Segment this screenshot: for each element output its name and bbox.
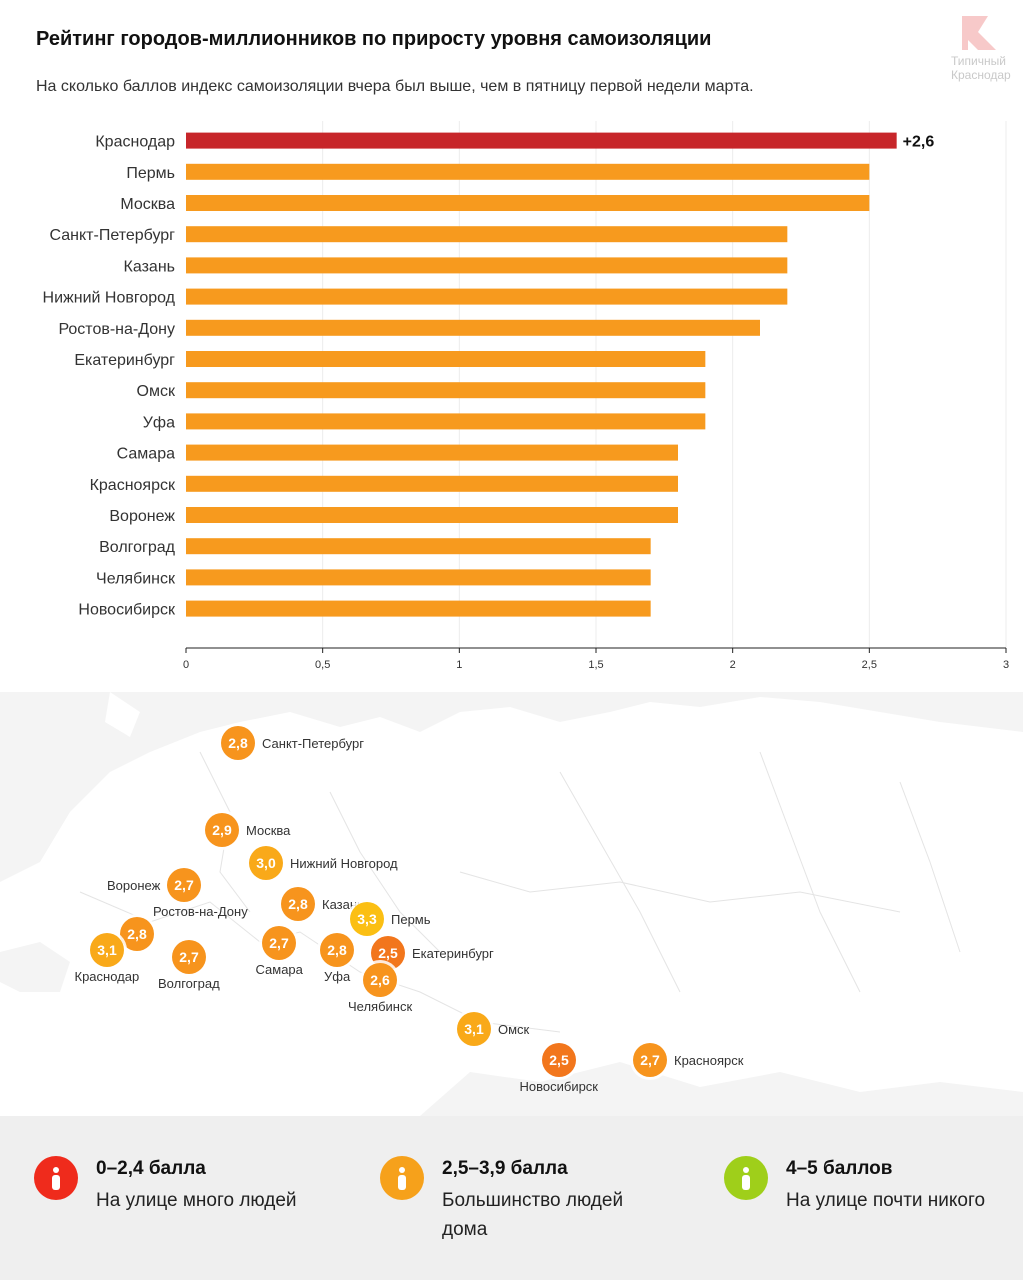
x-tick-label: 0 <box>183 659 189 671</box>
category-label: Казань <box>124 258 175 275</box>
page-subtitle: На сколько баллов индекс самоизоляции вч… <box>36 78 754 95</box>
category-label: Волгоград <box>99 539 176 556</box>
category-label: Ростов-на-Дону <box>58 321 175 338</box>
city-marker: 2,8 <box>120 917 154 951</box>
x-tick-label: 0,5 <box>315 659 330 671</box>
category-label: Самара <box>117 446 175 463</box>
city-marker: 2,8 <box>221 726 255 760</box>
city-label: Пермь <box>391 911 431 927</box>
logo-text-line1: Типичный <box>951 54 1006 68</box>
x-tick-label: 1,5 <box>588 659 603 671</box>
legend-range: 2,5–3,9 балла <box>442 1158 568 1179</box>
city-marker: 3,1 <box>457 1012 491 1046</box>
legend-range: 4–5 баллов <box>786 1158 893 1179</box>
city-label: Красноярск <box>674 1052 744 1068</box>
city-label: Екатеринбург <box>412 945 494 961</box>
category-label: Уфа <box>143 414 175 431</box>
bar <box>186 226 788 243</box>
legend-desc: На улице много людей <box>96 1190 297 1211</box>
legend-range: 0–2,4 балла <box>96 1158 206 1179</box>
city-label: Санкт-Петербург <box>262 735 364 751</box>
bar <box>186 413 706 430</box>
bar <box>186 382 706 399</box>
category-label: Москва <box>120 196 175 213</box>
category-label: Санкт-Петербург <box>50 227 176 244</box>
bar <box>186 319 760 336</box>
category-label: Омск <box>137 383 176 400</box>
category-label: Краснодар <box>95 134 175 151</box>
city-label: Челябинск <box>348 999 413 1014</box>
category-label: Челябинск <box>96 570 176 587</box>
x-tick-label: 2,5 <box>862 659 877 671</box>
city-marker: 2,6 <box>363 963 397 997</box>
bar <box>186 132 897 149</box>
category-label: Пермь <box>126 165 175 182</box>
bar <box>186 351 706 367</box>
city-marker: 2,7 <box>633 1043 667 1077</box>
city-label: Нижний Новгород <box>290 855 398 871</box>
bar-chart: 0 0,5 1 1,5 2 2,5 3 Краснодар +2,6 Пермь Москва Сан… <box>43 121 1009 671</box>
category-label: Новосибирск <box>78 602 176 619</box>
category-label: Нижний Новгород <box>43 290 176 307</box>
bar <box>186 444 678 461</box>
logo-text-line2: Краснодар <box>951 68 1011 82</box>
city-label: Ростов-на-Дону <box>153 904 248 919</box>
city-marker: 3,1 <box>90 933 124 967</box>
city-label: Самара <box>255 962 303 977</box>
bar <box>186 600 651 617</box>
page-title: Рейтинг городов-миллионников по приросту… <box>36 28 712 50</box>
city-label: Краснодар <box>74 969 140 984</box>
data-label: +2,6 <box>903 134 935 151</box>
bar <box>186 538 651 555</box>
bar <box>186 257 788 274</box>
city-marker: 2,8 <box>281 887 315 921</box>
logo-icon <box>962 16 996 50</box>
city-marker: 2,7 <box>172 940 206 974</box>
city-label: Уфа <box>324 969 351 984</box>
map: 2,8 Санкт-Петербург 2,9 Москва 3,0 Нижний Нов… <box>0 692 1023 1116</box>
city-marker: 2,7 <box>167 868 201 902</box>
person-icon <box>724 1156 768 1200</box>
bar <box>186 288 788 305</box>
city-marker: 2,5 <box>542 1043 576 1077</box>
city-label: Омск <box>498 1021 530 1037</box>
legend-desc: На улице почти никого <box>786 1190 986 1211</box>
x-tick-label: 2 <box>730 659 736 671</box>
x-tick-label: 1 <box>456 659 462 671</box>
city-label: Воронеж <box>107 877 161 893</box>
logo-text: Типичный Краснодар <box>951 54 1011 82</box>
person-icon <box>380 1156 424 1200</box>
category-label: Екатеринбург <box>74 352 175 369</box>
category-label: Воронеж <box>109 508 175 525</box>
city-label: Москва <box>246 822 291 838</box>
bar <box>186 507 678 523</box>
bar <box>186 163 870 180</box>
bar <box>186 475 678 492</box>
category-label: Красноярск <box>90 477 176 494</box>
bar <box>186 195 870 211</box>
city-label: Новосибирск <box>519 1079 599 1094</box>
city-marker: 2,9 <box>205 813 239 847</box>
city-marker: 2,7 <box>262 926 296 960</box>
city-marker: 3,3 <box>350 902 384 936</box>
city-marker: 3,0 <box>249 846 283 880</box>
bar <box>186 569 651 586</box>
legend-desc: Большинство людей дома <box>442 1190 624 1240</box>
city-marker: 2,8 <box>320 933 354 967</box>
city-label: Волгоград <box>158 976 220 991</box>
x-tick-label: 3 <box>1003 659 1009 671</box>
person-icon <box>34 1156 78 1200</box>
legend: 0–2,4 балла На улице много людей 2,5–3,9… <box>0 1116 1023 1280</box>
